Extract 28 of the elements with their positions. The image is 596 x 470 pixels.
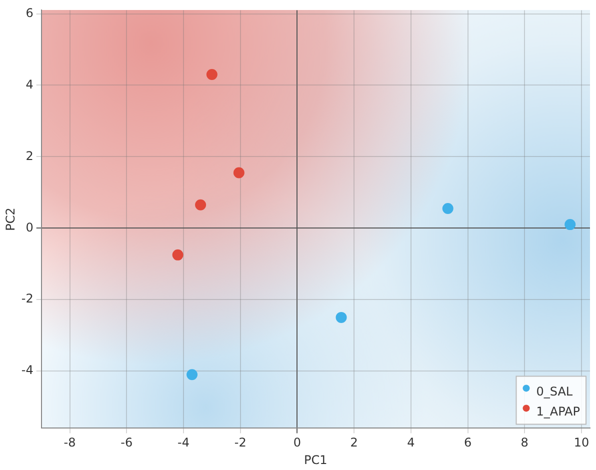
x-tick-label: 2: [350, 436, 358, 450]
legend-label: 1_APAP: [536, 404, 580, 418]
y-tick-label: 0: [26, 220, 34, 234]
point: [172, 249, 184, 260]
x-tick-label: 6: [464, 436, 472, 450]
point: [186, 369, 198, 380]
y-tick-label: 2: [26, 148, 34, 163]
y-tick-label: 4: [26, 77, 34, 92]
x-tick-label: -8: [64, 436, 76, 450]
legend-label: 0_SAL: [536, 384, 573, 398]
point: [206, 69, 218, 80]
point: [336, 312, 347, 323]
point: [564, 219, 576, 230]
y-tick-label: -2: [21, 292, 34, 306]
x-tick-label: 8: [520, 436, 528, 450]
x-tick-label: 4: [407, 436, 415, 450]
point: [233, 167, 244, 178]
x-tick-label: -4: [178, 436, 190, 450]
x-axis-title: PC1: [304, 452, 328, 467]
x-tick-label: 10: [574, 436, 590, 450]
y-axis-title: PC2: [3, 208, 18, 231]
x-tick-label: -6: [120, 436, 133, 450]
y-tick-label: -4: [21, 363, 34, 378]
point: [442, 202, 454, 214]
point: [195, 199, 206, 210]
x-tick-label: 0: [293, 436, 302, 450]
y-tick-label: 6: [26, 6, 34, 20]
x-tick-label: -2: [234, 436, 246, 450]
